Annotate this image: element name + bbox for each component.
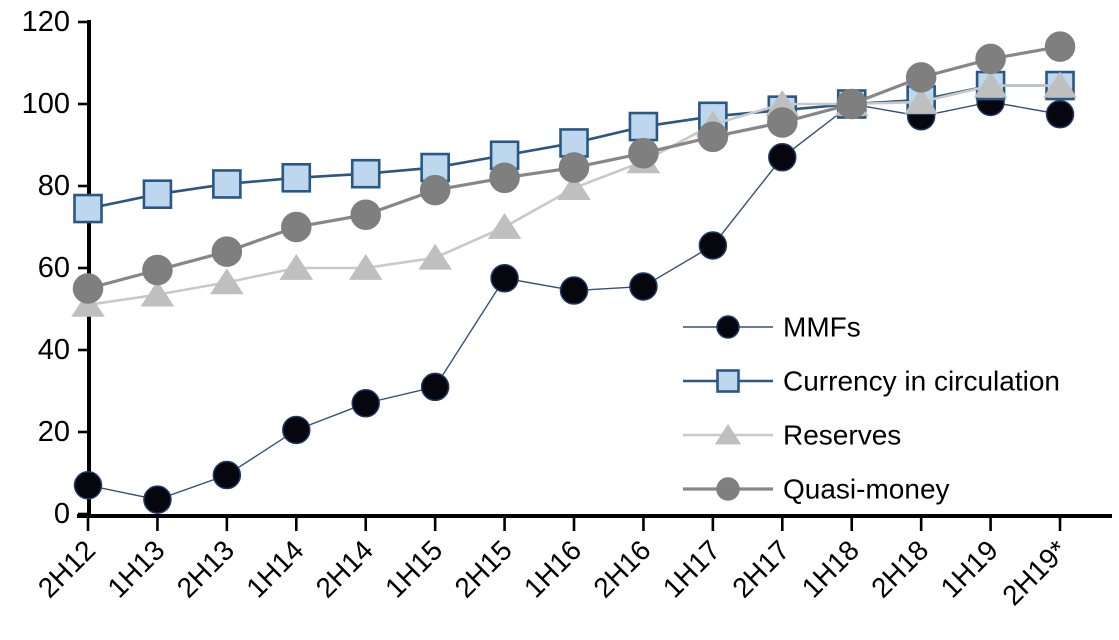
- marker-circle: [716, 477, 740, 501]
- marker-square: [281, 163, 312, 193]
- marker-circle: [716, 315, 740, 339]
- marker-circle: [420, 372, 450, 402]
- marker-circle: [490, 264, 519, 293]
- marker-triangle: [140, 280, 175, 307]
- y-axis-tick-label: 20: [38, 416, 70, 448]
- x-axis-tick-label: 2H19*: [996, 534, 1073, 611]
- marker-triangle: [1043, 71, 1077, 98]
- x-axis-tick-label: 2H15: [449, 534, 518, 603]
- marker-circle: [905, 62, 937, 93]
- marker-circle: [767, 107, 798, 138]
- marker-circle: [281, 211, 312, 243]
- x-axis-tick-label: 2H16: [587, 534, 656, 603]
- x-axis-tick-label: 1H15: [379, 534, 448, 603]
- marker-triangle: [348, 254, 383, 280]
- marker-circle: [73, 471, 103, 500]
- x-axis-tick-label: 1H19: [935, 534, 1004, 603]
- marker-triangle: [210, 268, 244, 295]
- legend-glyphs: [683, 315, 773, 501]
- y-axis-tick-label: 60: [38, 252, 70, 284]
- x-axis-tick-label: 2H12: [32, 534, 101, 603]
- marker-triangle: [765, 90, 800, 116]
- marker-circle: [975, 43, 1006, 75]
- x-axis-tick-label: 1H14: [240, 534, 309, 603]
- series-quasi-money: [72, 31, 1076, 304]
- marker-square: [559, 128, 589, 158]
- marker-circle: [419, 174, 451, 206]
- marker-circle: [628, 137, 659, 169]
- marker-circle: [489, 162, 520, 194]
- marker-triangle: [973, 71, 1008, 98]
- marker-circle: [351, 389, 380, 418]
- legend-label-reserves: Reserves: [783, 420, 901, 451]
- marker-circle: [697, 121, 729, 153]
- legend-label-quasi-money: Quasi-money: [783, 474, 950, 505]
- x-axis-tick-label: 2H14: [310, 534, 379, 603]
- marker-triangle: [71, 290, 105, 317]
- marker-circle: [212, 460, 242, 490]
- marker-square: [73, 193, 103, 224]
- marker-square: [350, 158, 381, 189]
- y-axis-tick-label: 0: [54, 498, 70, 530]
- legend-label-currency-in-circulation: Currency in circulation: [783, 366, 1060, 397]
- marker-triangle: [557, 174, 591, 200]
- x-axis-tick-label: 1H18: [796, 534, 865, 603]
- marker-triangle: [904, 87, 938, 114]
- x-axis-tick-label: 2H18: [865, 534, 934, 603]
- marker-square: [212, 169, 242, 199]
- marker-square: [716, 369, 740, 393]
- marker-circle: [142, 254, 173, 286]
- marker-circle: [698, 231, 728, 260]
- marker-circle: [629, 272, 658, 301]
- marker-circle: [350, 199, 381, 230]
- marker-circle: [211, 236, 243, 267]
- marker-square: [628, 111, 659, 142]
- x-axis-tick-label: 2H13: [171, 534, 240, 603]
- marker-circle: [282, 415, 311, 445]
- marker-circle: [143, 485, 172, 514]
- marker-circle: [768, 143, 797, 172]
- marker-triangle: [279, 254, 314, 280]
- y-axis-tick-label: 80: [38, 170, 70, 202]
- marker-circle: [1044, 31, 1076, 62]
- marker-triangle: [418, 243, 452, 270]
- marker-triangle: [487, 213, 522, 239]
- x-axis-tick-label: 1H17: [657, 534, 726, 603]
- y-axis-tick-label: 40: [38, 334, 70, 366]
- marker-circle: [836, 88, 867, 120]
- y-axis-tick-label: 120: [22, 6, 70, 38]
- x-axis-tick-label: 1H16: [518, 534, 587, 603]
- x-axis-tick-label: 2H17: [726, 534, 795, 603]
- marker-square: [142, 179, 173, 209]
- series-mmfs: [73, 87, 1075, 514]
- marker-triangle: [714, 424, 742, 445]
- y-axis-tick-label: 100: [22, 88, 70, 120]
- legend-label-mmfs: MMFs: [783, 312, 861, 343]
- x-axis-tick-label: 1H13: [101, 534, 170, 603]
- legend: MMFs Currency in circulation Reserves Qu…: [683, 312, 1060, 505]
- marker-circle: [72, 273, 104, 304]
- marker-circle: [558, 152, 590, 183]
- marker-circle: [1045, 100, 1075, 129]
- marker-circle: [559, 276, 589, 305]
